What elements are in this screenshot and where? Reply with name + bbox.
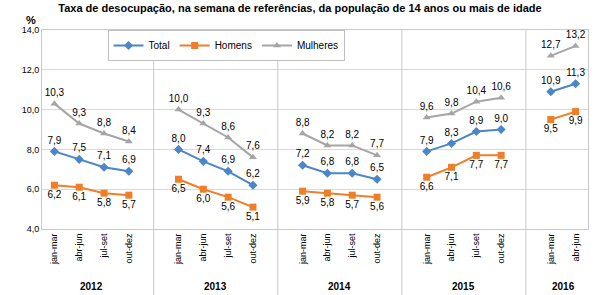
svg-text:6,8: 6,8: [345, 156, 359, 167]
svg-text:5,7: 5,7: [345, 199, 359, 210]
svg-text:8,4: 8,4: [122, 125, 136, 136]
svg-text:10,4: 10,4: [467, 85, 487, 96]
svg-text:9,8: 9,8: [445, 97, 459, 108]
svg-text:8,2: 8,2: [320, 129, 334, 140]
svg-text:6,6: 6,6: [420, 181, 434, 192]
svg-text:6,0: 6,0: [27, 184, 40, 194]
svg-text:7,1: 7,1: [97, 150, 111, 161]
svg-text:7,6: 7,6: [246, 140, 260, 151]
svg-text:8,2: 8,2: [345, 129, 359, 140]
svg-text:Taxa de desocupação, na semana: Taxa de desocupação, na semana de referê…: [58, 2, 541, 14]
svg-text:abr-jun: abr-jun: [74, 234, 84, 262]
svg-text:jul-set: jul-set: [347, 233, 357, 259]
svg-text:out-dez: out-dez: [372, 233, 382, 264]
svg-text:6,8: 6,8: [320, 156, 334, 167]
svg-text:10,0: 10,0: [169, 93, 189, 104]
svg-text:8,9: 8,9: [469, 115, 483, 126]
svg-text:8,8: 8,8: [97, 117, 111, 128]
svg-text:6,1: 6,1: [72, 191, 86, 202]
svg-text:6,0: 6,0: [196, 193, 210, 204]
svg-text:7,2: 7,2: [296, 148, 310, 159]
svg-text:2013: 2013: [204, 281, 227, 292]
svg-text:out-dez: out-dez: [124, 233, 134, 264]
svg-text:Mulheres: Mulheres: [297, 40, 338, 51]
svg-text:8,6: 8,6: [221, 121, 235, 132]
svg-text:14,0: 14,0: [22, 25, 40, 35]
svg-text:13,2: 13,2: [566, 29, 586, 40]
svg-text:9,3: 9,3: [196, 107, 210, 118]
svg-text:5,8: 5,8: [97, 197, 111, 208]
svg-text:7,7: 7,7: [469, 159, 483, 170]
svg-text:out-dez: out-dez: [496, 233, 506, 264]
svg-text:4,0: 4,0: [27, 224, 40, 234]
svg-text:jan-mar: jan-mar: [173, 234, 183, 266]
svg-text:5,9: 5,9: [296, 195, 310, 206]
svg-text:8,8: 8,8: [296, 117, 310, 128]
svg-text:12,0: 12,0: [22, 65, 40, 75]
svg-text:7,9: 7,9: [420, 135, 434, 146]
svg-text:Homens: Homens: [215, 40, 252, 51]
svg-text:11,3: 11,3: [566, 67, 585, 78]
svg-text:6,5: 6,5: [172, 183, 186, 194]
svg-text:6,2: 6,2: [246, 168, 260, 179]
svg-text:out-dez: out-dez: [248, 233, 258, 264]
svg-text:5,1: 5,1: [246, 211, 260, 222]
svg-text:jan-mar: jan-mar: [546, 234, 556, 266]
svg-text:12,7: 12,7: [541, 39, 561, 50]
svg-text:8,3: 8,3: [445, 127, 459, 138]
svg-text:5,6: 5,6: [370, 201, 384, 212]
svg-text:7,5: 7,5: [72, 142, 86, 153]
svg-text:jul-set: jul-set: [223, 233, 233, 259]
svg-text:6,9: 6,9: [122, 154, 136, 165]
svg-text:2012: 2012: [80, 281, 103, 292]
svg-text:6,9: 6,9: [221, 154, 235, 165]
svg-text:abr-jun: abr-jun: [571, 234, 581, 262]
svg-text:7,1: 7,1: [445, 171, 459, 182]
svg-text:10,0: 10,0: [22, 105, 40, 115]
svg-text:abr-jun: abr-jun: [198, 234, 208, 262]
svg-text:7,7: 7,7: [494, 159, 508, 170]
svg-text:9,3: 9,3: [72, 107, 86, 118]
svg-text:abr-jun: abr-jun: [446, 234, 456, 262]
svg-text:9,5: 9,5: [544, 123, 558, 134]
svg-text:%: %: [26, 14, 36, 26]
svg-text:9,6: 9,6: [420, 101, 434, 112]
svg-text:jul-set: jul-set: [99, 233, 109, 259]
svg-text:jan-mar: jan-mar: [298, 234, 308, 266]
svg-text:9,0: 9,0: [494, 113, 508, 124]
svg-text:jan-mar: jan-mar: [49, 234, 59, 266]
svg-text:10,6: 10,6: [491, 81, 511, 92]
svg-text:8,0: 8,0: [27, 145, 40, 155]
svg-text:2016: 2016: [552, 281, 575, 292]
svg-text:jul-set: jul-set: [471, 233, 481, 259]
svg-text:8,0: 8,0: [172, 133, 186, 144]
svg-text:7,4: 7,4: [196, 144, 210, 155]
svg-text:6,2: 6,2: [47, 189, 61, 200]
svg-text:5,7: 5,7: [122, 199, 136, 210]
svg-text:7,7: 7,7: [370, 138, 384, 149]
svg-text:abr-jun: abr-jun: [322, 234, 332, 262]
svg-text:10,9: 10,9: [541, 75, 561, 86]
svg-text:9,9: 9,9: [569, 115, 583, 126]
svg-text:5,8: 5,8: [320, 197, 334, 208]
svg-text:5,6: 5,6: [221, 201, 235, 212]
svg-text:6,5: 6,5: [370, 162, 384, 173]
svg-text:Total: Total: [149, 40, 170, 51]
svg-text:2014: 2014: [328, 281, 351, 292]
svg-text:jan-mar: jan-mar: [422, 234, 432, 266]
svg-text:7,9: 7,9: [47, 135, 61, 146]
svg-text:2015: 2015: [452, 281, 475, 292]
svg-text:10,3: 10,3: [45, 87, 65, 98]
